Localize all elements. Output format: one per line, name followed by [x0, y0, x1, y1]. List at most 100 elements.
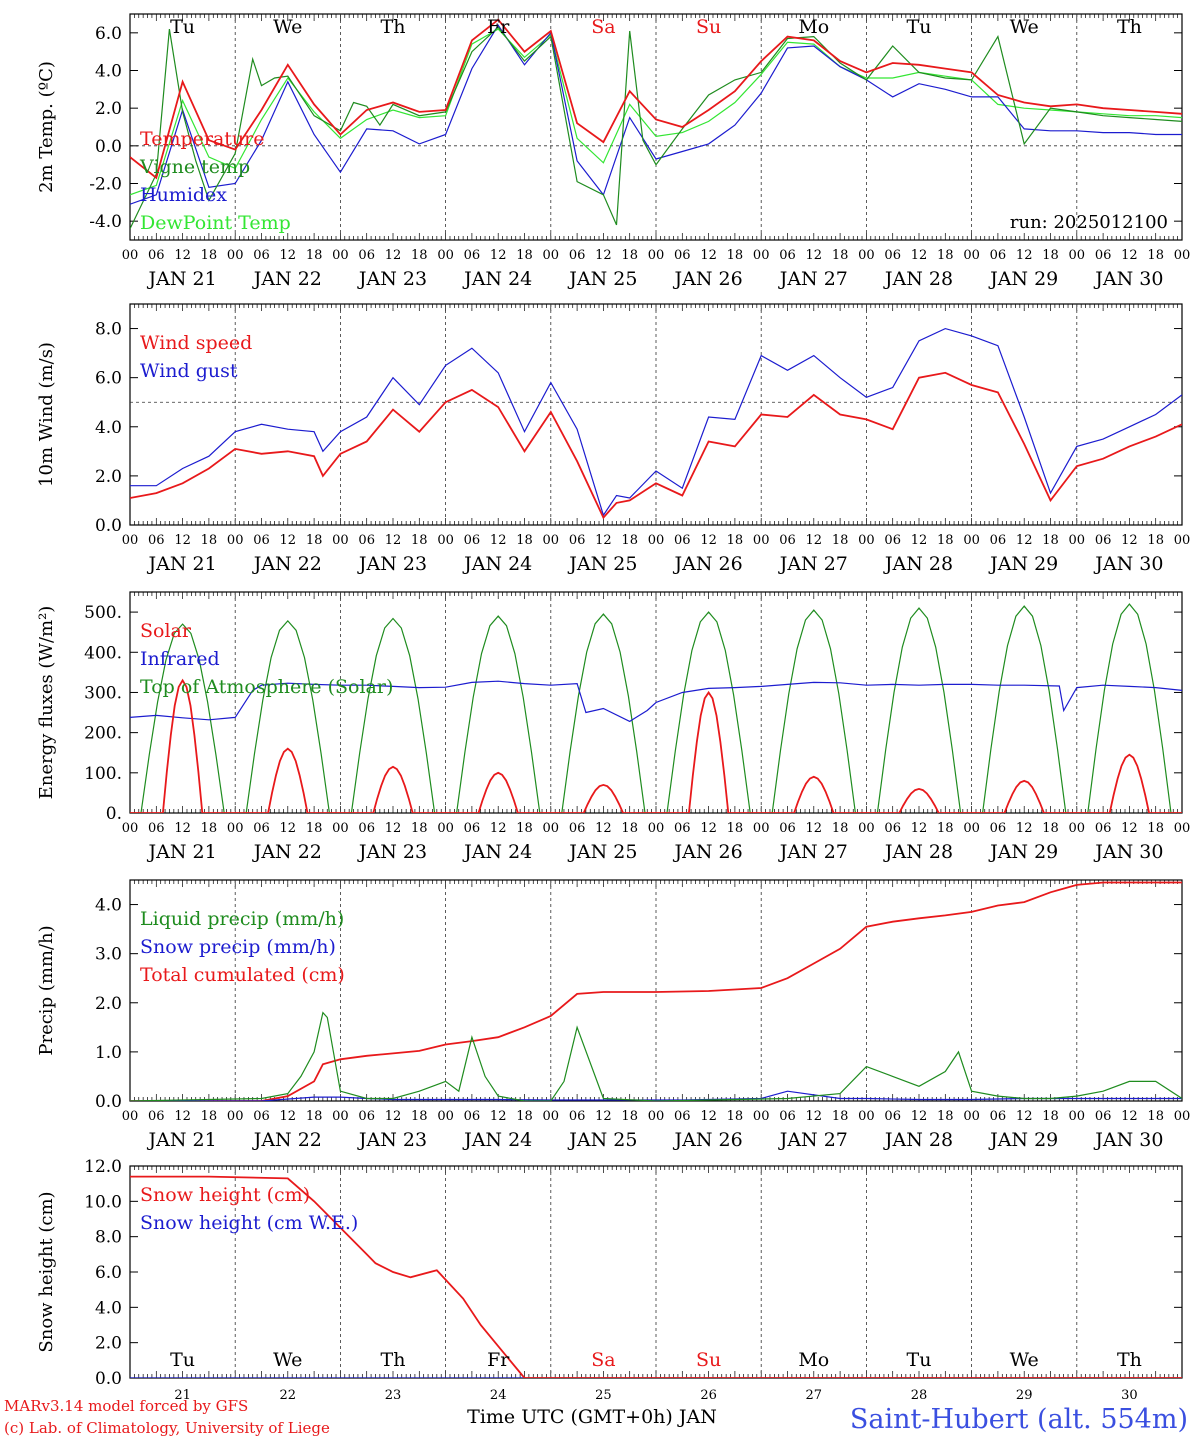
hour-tick-label: 06	[779, 248, 796, 263]
panel-1: -4.0 -2.0 0.0 2.0 4.0 6.0 2m Temp. (ºC) Tempera…	[36, 13, 1191, 290]
legend-entry: DewPoint Temp	[140, 212, 291, 234]
hour-tick-label: 06	[358, 1109, 375, 1124]
hour-tick-label: 18	[306, 248, 323, 263]
hour-tick-label: 00	[963, 821, 980, 836]
y-tick-label: 4.0	[95, 1298, 122, 1318]
hour-tick-label: 00	[1069, 533, 1086, 548]
weekday-label: We	[1010, 16, 1039, 38]
model-credit: MARv3.14 model forced by GFS	[4, 1397, 248, 1415]
series-line-wind-gust	[130, 327, 1182, 517]
y-tick-label: 2.0	[95, 467, 122, 487]
day-label: JAN 26	[673, 553, 743, 575]
y-tick-label: 1.0	[95, 1043, 122, 1063]
weekday-label: Tu	[907, 16, 932, 38]
y-tick-label: 10.0	[84, 1192, 122, 1212]
day-label: JAN 24	[462, 841, 532, 863]
weekday-label: Mo	[798, 16, 829, 38]
series-line-wind-speed	[130, 371, 1182, 520]
weekday-label: Su	[696, 1349, 721, 1371]
hour-tick-label: 06	[148, 248, 165, 263]
weekday-label: Sa	[591, 16, 615, 38]
hour-tick-label: 00	[1069, 248, 1086, 263]
hour-tick-label: 18	[621, 1109, 638, 1124]
day-label: JAN 24	[462, 553, 532, 575]
hour-tick-label: 06	[253, 1109, 270, 1124]
day-label: JAN 26	[673, 841, 743, 863]
weekday-label: Sa	[591, 1349, 615, 1371]
y-tick-label: 8.0	[95, 320, 122, 340]
hour-tick-label: 18	[516, 533, 533, 548]
hour-tick-label: 12	[595, 821, 612, 836]
day-label: JAN 23	[357, 1129, 427, 1151]
lab-credit: (c) Lab. of Climatology, University of L…	[4, 1419, 330, 1437]
hour-tick-label: 06	[1095, 533, 1112, 548]
day-label: JAN 24	[462, 268, 532, 290]
hour-tick-label: 06	[990, 821, 1007, 836]
hour-tick-label: 06	[358, 821, 375, 836]
hour-tick-label: 06	[464, 821, 481, 836]
weekday-label: Su	[696, 16, 721, 38]
hour-tick-label: 00	[858, 533, 875, 548]
hour-tick-label: 18	[1147, 1109, 1164, 1124]
hour-tick-label: 06	[674, 533, 691, 548]
hour-tick-label: 12	[911, 248, 928, 263]
hour-tick-label: 00	[543, 1109, 560, 1124]
hour-tick-label: 18	[306, 533, 323, 548]
day-number-label: 27	[806, 1388, 823, 1403]
y-tick-label: 3.0	[95, 945, 122, 965]
day-label: JAN 23	[357, 268, 427, 290]
hour-tick-label: 12	[595, 533, 612, 548]
hour-tick-label: 00	[858, 1109, 875, 1124]
hour-tick-label: 12	[806, 821, 823, 836]
hour-tick-label: 00	[753, 1109, 770, 1124]
y-tick-label: 300.	[84, 683, 122, 703]
day-label: JAN 23	[357, 841, 427, 863]
hour-tick-label: 12	[490, 248, 507, 263]
y-tick-label: 2.0	[95, 1334, 122, 1354]
y-tick-label: 6.0	[95, 369, 122, 389]
hour-tick-label: 12	[1121, 533, 1138, 548]
hour-tick-label: 18	[1042, 821, 1059, 836]
legend-entry: Total cumulated (cm)	[140, 964, 345, 986]
legend-entry: Liquid precip (mm/h)	[140, 908, 344, 930]
hour-tick-label: 00	[227, 821, 244, 836]
hour-tick-label: 18	[1042, 533, 1059, 548]
day-label: JAN 22	[252, 268, 322, 290]
hour-tick-label: 12	[1121, 248, 1138, 263]
hour-tick-label: 12	[280, 248, 297, 263]
day-label: JAN 22	[252, 1129, 322, 1151]
hour-tick-label: 12	[806, 1109, 823, 1124]
day-label: JAN 29	[988, 268, 1058, 290]
x-axis-label: Time UTC (GMT+0h) JAN	[467, 1406, 717, 1428]
hour-tick-label: 06	[569, 533, 586, 548]
hour-tick-label: 06	[464, 248, 481, 263]
hour-tick-label: 12	[280, 533, 297, 548]
y-tick-label: 12.0	[84, 1157, 122, 1177]
weekday-label: Th	[1117, 1349, 1142, 1371]
y-tick-label: 0.0	[95, 1092, 122, 1112]
day-label: JAN 26	[673, 268, 743, 290]
hour-tick-label: 18	[832, 248, 849, 263]
y-tick-label: 200.	[84, 724, 122, 744]
hour-tick-label: 00	[1174, 248, 1191, 263]
hour-tick-label: 06	[884, 248, 901, 263]
hour-tick-label: 00	[543, 821, 560, 836]
hour-tick-label: 12	[700, 1109, 717, 1124]
hour-tick-label: 06	[358, 248, 375, 263]
run-annotation: run: 2025012100	[1010, 212, 1168, 233]
hour-tick-label: 12	[911, 1109, 928, 1124]
y-tick-label: 400.	[84, 643, 122, 663]
y-axis-label: Precip (mm/h)	[36, 925, 57, 1055]
hour-tick-label: 06	[253, 248, 270, 263]
day-label: JAN 27	[778, 841, 848, 863]
hour-tick-label: 00	[858, 821, 875, 836]
hour-tick-label: 12	[385, 248, 402, 263]
day-label: JAN 28	[883, 268, 953, 290]
day-label: JAN 27	[778, 268, 848, 290]
hour-tick-label: 06	[884, 821, 901, 836]
day-label: JAN 25	[567, 841, 637, 863]
hour-tick-label: 06	[464, 533, 481, 548]
hour-tick-label: 00	[332, 821, 349, 836]
legend-entry: Temperature	[140, 128, 264, 150]
